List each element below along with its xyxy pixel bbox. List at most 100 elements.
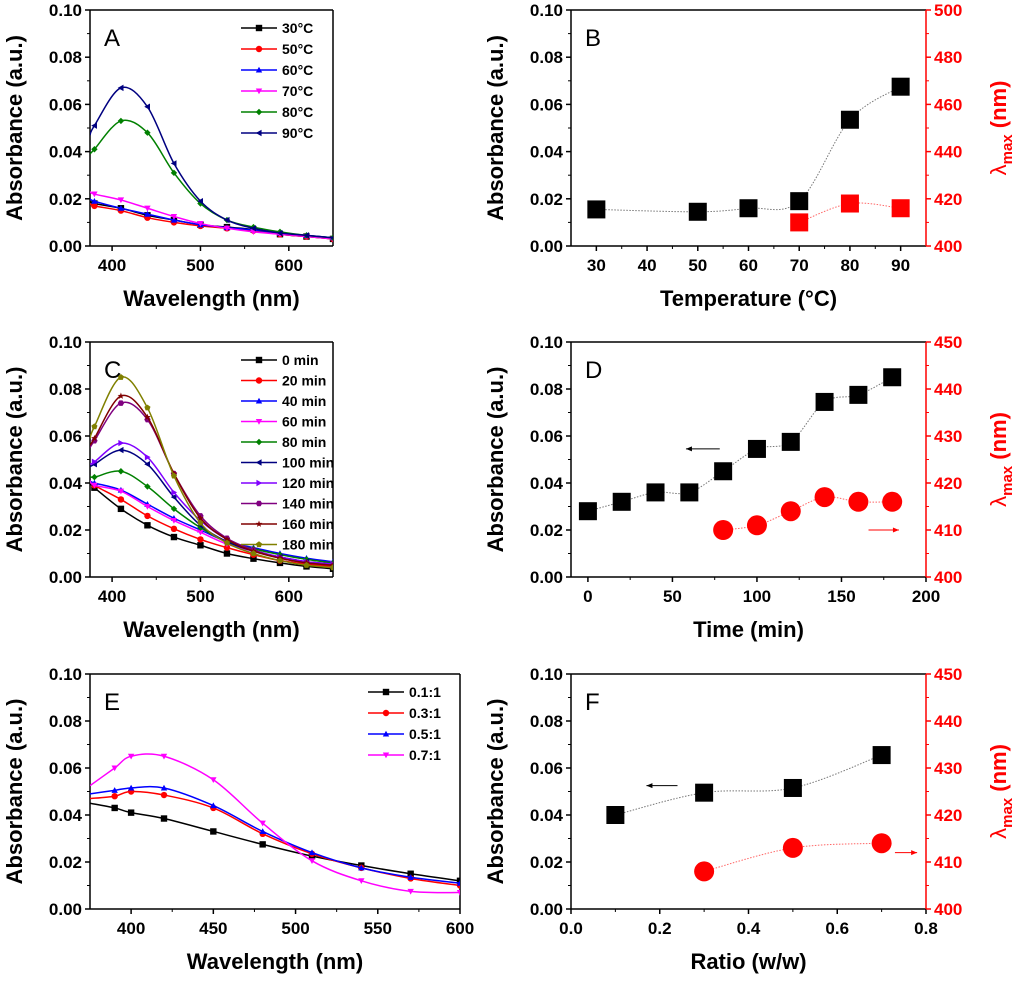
x-tick-label: 200 bbox=[912, 587, 940, 606]
legend-marker bbox=[255, 108, 263, 116]
x-axis-label: Time (min) bbox=[693, 617, 804, 642]
panel-label: D bbox=[585, 357, 602, 384]
x-tick-label: 50 bbox=[688, 256, 707, 275]
legend-marker bbox=[255, 88, 263, 95]
x-tick-label: 400 bbox=[98, 256, 126, 275]
legend-entry: 60 min bbox=[282, 414, 326, 430]
arrowhead-right-icon bbox=[911, 850, 918, 856]
y-tick-label: 0.00 bbox=[49, 900, 82, 919]
legend-entry: 20 min bbox=[282, 373, 326, 389]
y-tick-label: 0.04 bbox=[49, 143, 83, 162]
y2-axis-label: λmax (nm) bbox=[986, 744, 1016, 839]
data-point bbox=[259, 828, 266, 835]
x-tick-label: 70 bbox=[790, 256, 809, 275]
data-point bbox=[117, 505, 125, 513]
legend-marker bbox=[255, 377, 263, 384]
data-point bbox=[117, 392, 125, 399]
data-point bbox=[276, 557, 284, 564]
y-tick-label: 0.06 bbox=[530, 427, 563, 446]
x-tick-label: 0.4 bbox=[737, 919, 761, 938]
legend-entry: 80°C bbox=[282, 104, 313, 120]
data-point bbox=[117, 205, 125, 211]
data-point bbox=[883, 368, 902, 387]
data-point bbox=[223, 535, 231, 543]
y-axis-label: Absorbance (a.u.) bbox=[483, 699, 508, 885]
y-tick-label: 0.02 bbox=[49, 190, 82, 209]
data-point bbox=[91, 146, 98, 153]
data-point bbox=[223, 544, 231, 551]
y-tick-label: 0.10 bbox=[530, 333, 563, 352]
data-point bbox=[144, 483, 151, 490]
data-point bbox=[259, 841, 266, 848]
series-absorbance bbox=[587, 77, 910, 221]
legend-marker bbox=[255, 356, 263, 364]
legend-marker bbox=[255, 520, 263, 527]
legend-entry: 160 min bbox=[282, 516, 334, 532]
series-90c bbox=[90, 84, 333, 240]
legend-marker bbox=[255, 397, 263, 404]
data-point bbox=[197, 514, 204, 522]
legend-marker bbox=[255, 500, 263, 507]
y-tick-label: 0.02 bbox=[530, 190, 563, 209]
y-tick-label: 0.04 bbox=[49, 806, 83, 825]
legend-marker bbox=[255, 459, 262, 466]
y2-tick-label: 400 bbox=[934, 568, 962, 587]
data-point bbox=[111, 765, 118, 772]
data-point bbox=[117, 197, 125, 204]
y-tick-label: 0.10 bbox=[530, 665, 563, 684]
data-point bbox=[127, 753, 135, 760]
data-point bbox=[891, 199, 910, 218]
legend-marker bbox=[255, 438, 263, 446]
series-011 bbox=[90, 802, 460, 884]
y-tick-label: 0.00 bbox=[530, 568, 563, 587]
trend-line bbox=[587, 376, 893, 512]
panel-c: 0.00 0.02 0.04 0.06 0.08 0.10 400 500 600 Wavelen… bbox=[2, 333, 334, 642]
data-point bbox=[747, 439, 766, 458]
y2-tick-label: 440 bbox=[934, 712, 962, 731]
y2-tick-label: 440 bbox=[934, 380, 962, 399]
data-point bbox=[91, 202, 98, 210]
data-point bbox=[127, 784, 135, 791]
x-tick-label: 0.0 bbox=[559, 919, 583, 938]
data-point bbox=[849, 385, 868, 404]
data-point bbox=[91, 482, 98, 489]
data-point bbox=[308, 849, 316, 856]
data-point bbox=[144, 522, 151, 529]
data-point bbox=[612, 492, 631, 511]
arrowhead-right-icon bbox=[892, 527, 899, 533]
legend-marker bbox=[255, 129, 262, 137]
data-point bbox=[117, 400, 125, 406]
data-point bbox=[197, 524, 204, 531]
panel-f: 0.000.020.040.060.080.100.0 0.2 0.4 0.6 0.84… bbox=[483, 665, 1016, 974]
series-lambda-max bbox=[790, 194, 910, 232]
data-point bbox=[840, 110, 859, 129]
data-point bbox=[111, 804, 118, 812]
series-absorbance bbox=[578, 368, 902, 521]
data-point bbox=[144, 205, 151, 212]
data-point bbox=[117, 488, 125, 495]
data-point bbox=[782, 837, 803, 858]
y-tick-label: 0.02 bbox=[49, 853, 82, 872]
y-tick-label: 0.10 bbox=[49, 1, 82, 20]
x-tick-label: 50 bbox=[663, 587, 682, 606]
data-point bbox=[587, 200, 606, 219]
legend-marker bbox=[255, 24, 263, 32]
legend-marker bbox=[382, 752, 390, 759]
y-tick-label: 0.04 bbox=[530, 474, 564, 493]
data-point bbox=[160, 753, 168, 760]
data-point bbox=[407, 888, 414, 895]
x-tick-label: 600 bbox=[275, 256, 303, 275]
legend: 0 min 20 min 40 min 60 min 80 min 100 min 120 … bbox=[241, 352, 334, 553]
y-tick-label: 0.10 bbox=[49, 333, 82, 352]
data-point bbox=[170, 533, 178, 541]
series-absorbance bbox=[606, 746, 891, 824]
data-point bbox=[197, 542, 204, 549]
data-point bbox=[117, 374, 124, 380]
panel-label: F bbox=[585, 689, 600, 716]
legend-marker bbox=[255, 541, 263, 548]
y-tick-label: 0.08 bbox=[530, 48, 563, 67]
x-tick-label: 60 bbox=[739, 256, 758, 275]
data-point bbox=[259, 820, 266, 827]
data-point bbox=[197, 529, 204, 536]
y2-tick-label: 500 bbox=[934, 1, 962, 20]
